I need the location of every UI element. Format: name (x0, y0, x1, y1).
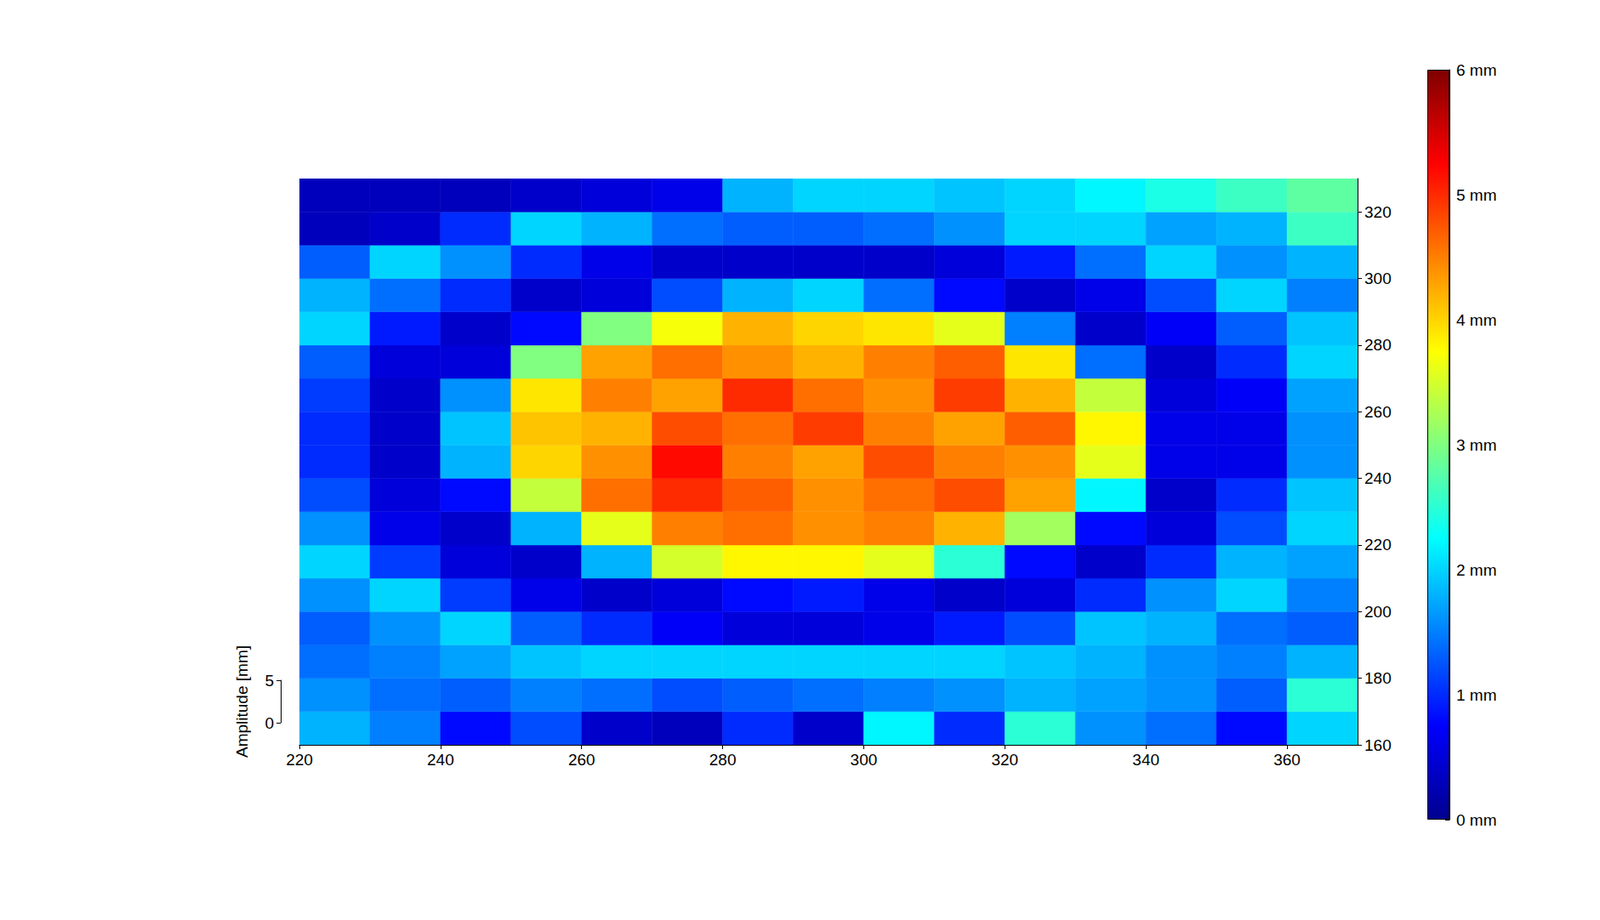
svg-text:300: 300 (850, 751, 878, 769)
svg-text:260: 260 (568, 751, 596, 769)
svg-text:0: 0 (264, 714, 274, 733)
svg-text:220: 220 (1364, 535, 1392, 554)
svg-text:320: 320 (1364, 203, 1392, 222)
svg-text:280: 280 (709, 751, 737, 769)
svg-text:240: 240 (427, 751, 455, 769)
svg-text:Amplitude [mm]: Amplitude [mm] (233, 645, 251, 758)
svg-text:5 mm: 5 mm (1456, 186, 1498, 205)
svg-text:340: 340 (1132, 751, 1160, 769)
svg-text:5: 5 (264, 671, 274, 690)
svg-text:280: 280 (1364, 335, 1392, 354)
svg-text:1 mm: 1 mm (1456, 686, 1498, 705)
svg-text:240: 240 (1364, 469, 1392, 488)
svg-text:300: 300 (1364, 269, 1392, 288)
svg-text:3 mm: 3 mm (1456, 436, 1498, 455)
svg-text:180: 180 (1364, 669, 1392, 688)
svg-text:320: 320 (990, 751, 1019, 769)
svg-text:220: 220 (285, 751, 314, 769)
svg-text:4 mm: 4 mm (1456, 311, 1498, 330)
svg-text:200: 200 (1364, 603, 1392, 621)
svg-text:160: 160 (1364, 736, 1392, 755)
svg-text:360: 360 (1273, 751, 1301, 769)
svg-text:260: 260 (1364, 403, 1392, 422)
svg-text:6 mm: 6 mm (1456, 61, 1498, 80)
svg-text:0 mm: 0 mm (1456, 811, 1498, 830)
svg-text:2 mm: 2 mm (1456, 561, 1498, 580)
